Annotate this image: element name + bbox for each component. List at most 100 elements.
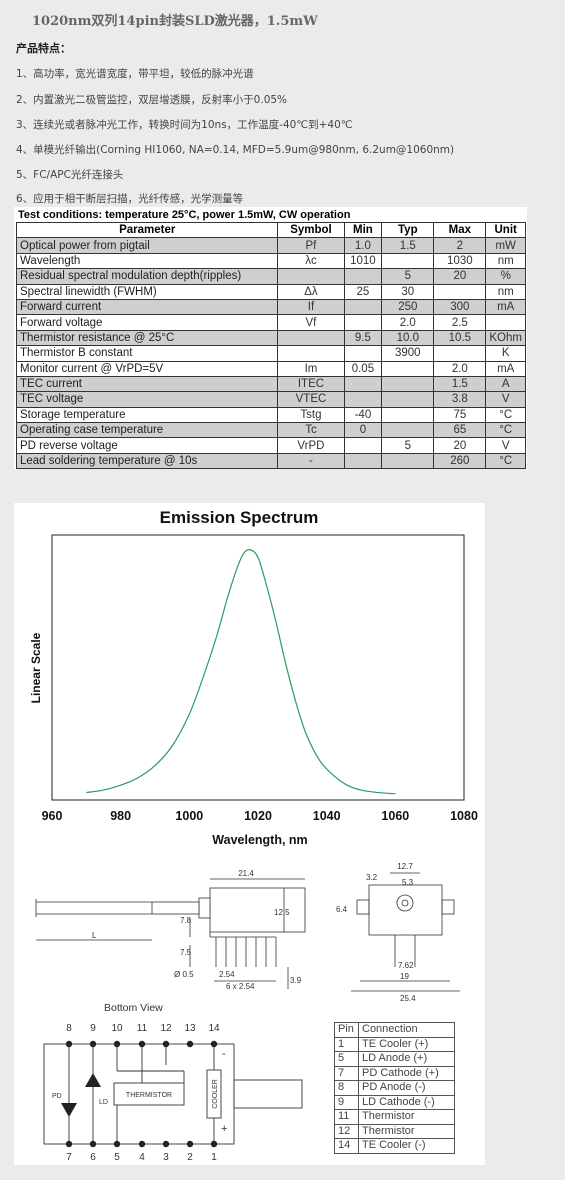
spec-cell-unit: mW [485,237,526,254]
x-tick-label: 1000 [175,809,203,823]
spec-cell-symbol: Im [277,360,345,377]
dim-12-7: 12.7 [397,862,413,871]
spec-table-panel: Test conditions: temperature 25°C, power… [14,207,527,470]
pin-dot [138,1140,146,1148]
spec-cell-min: 25 [343,283,383,300]
spec-cell-symbol [277,329,345,347]
pin-cell-pin: 11 [334,1109,359,1125]
spec-cell-max: 1030 [433,252,487,270]
spec-row: Thermistor resistance @ 25°C 9.5 10.0 10.5 K… [15,329,526,347]
dim-7-62: 7.62 [398,961,414,970]
pin-header: Pin [334,1022,359,1038]
spec-row: PD reverse voltage VrPD 5 20 V [15,437,526,454]
spec-cell-min [343,391,383,408]
spec-cell-min [343,345,383,362]
bottom-pin-label: 1 [211,1152,217,1163]
pin-dot [162,1140,170,1148]
spec-cell-symbol: VTEC [277,391,345,408]
pin-cell-pin: 1 [334,1036,359,1052]
spectrum-series-line [86,549,396,795]
spec-row: TEC voltage VTEC 3.8 V [15,391,526,408]
spec-cell-min: 1010 [343,252,383,270]
spec-row: Forward current If 250 300 mA [15,298,526,316]
spec-row: Thermistor B constant 3900 K [15,345,526,362]
spec-row: Storage temperature Tstg -40 75 °C [15,406,526,424]
top-pin-label: 9 [90,1023,96,1034]
spec-row: Operating case temperature Tc 0 65 °C [15,422,526,439]
spec-row: Optical power from pigtail Pf 1.0 1.5 2 mW [15,237,526,254]
pin-dot [65,1140,73,1148]
top-pin-label: 14 [208,1023,220,1034]
pin-cell-conn: PD Anode (-) [358,1080,455,1096]
pin-row: 7 PD Cathode (+) [334,1065,455,1081]
feature-item: 4、单模光纤输出(Corning HI1060, NA=0.14, MFD=5.… [16,144,455,156]
header-symbol: Symbol [277,221,345,239]
spec-cell-typ [381,452,435,470]
spec-cell-max: 2 [433,237,487,254]
spec-cell-symbol: If [277,298,345,316]
dim-pin-diameter: Ø 0.5 [174,970,194,979]
top-pin-label: 13 [184,1023,196,1034]
spec-cell-param: Storage temperature [15,406,279,424]
spec-cell-unit: °C [485,422,526,439]
spec-cell-param: Operating case temperature [15,422,279,439]
feature-item: 2、内置激光二极管监控，双层增透膜，反射率小于0.05% [16,94,288,106]
spec-cell-param: Thermistor resistance @ 25°C [15,329,279,347]
dim-6-4: 6.4 [336,905,348,914]
bottom-view-schematic [43,1043,303,1145]
pin-cell-conn: Thermistor [358,1109,455,1125]
pin-cell-pin: 5 [334,1051,359,1067]
pin-connection-table: Pin Connection 1 TE Cooler (+) 5 LD Anode (… [334,1022,455,1154]
pin-cell-pin: 8 [334,1080,359,1096]
package-drawing: 21.4 12.5 7.8 7.5 L Ø 0.5 2.54 6 x 2.54 … [35,862,460,1163]
emission-spectrum-chart: Emission Spectrum Linear Scale Wavelengt… [29,508,478,847]
spec-cell-unit: nm [485,252,526,270]
dim-19: 19 [400,972,409,981]
spec-cell-symbol: Tstg [277,406,345,424]
spec-cell-typ [381,360,435,377]
spec-cell-max: 260 [433,452,487,470]
header-unit: Unit [485,221,526,239]
spec-cell-min: 1.0 [343,237,383,254]
dim-6x2-54: 6 x 2.54 [226,982,255,991]
pin-cell-conn: LD Anode (+) [358,1051,455,1067]
connection-header: Connection [358,1022,455,1038]
spec-cell-min [343,314,383,331]
plus-sign: + [221,1123,227,1135]
pin-row: 8 PD Anode (-) [334,1080,455,1096]
spec-row: Spectral linewidth (FWHM) Δλ 25 30 nm [15,283,526,300]
pin-dot [186,1040,194,1048]
pin-cell-conn: LD Cathode (-) [358,1094,455,1110]
header-typ: Typ [381,221,435,239]
pin-cell-conn: Thermistor [358,1123,455,1139]
pin-dot [138,1040,146,1048]
dim-7-5: 7.5 [180,948,192,957]
bottom-pin-label: 6 [90,1152,96,1163]
spec-cell-unit: KOhm [485,329,526,347]
spec-cell-min [343,452,383,470]
features-heading: 产品特点： [16,42,71,55]
spec-cell-symbol [277,345,345,362]
spec-cell-max: 10.5 [433,329,487,347]
bottom-pin-label: 2 [187,1152,193,1163]
header-max: Max [433,221,487,239]
feature-item: 3、连续光或者脉冲光工作，转换时间为10ns，工作温度-40℃到+40℃ [16,119,353,131]
spec-row: TEC current ITEC 1.5 A [15,375,526,393]
cooler-label: COOLER [212,1079,219,1109]
dim-3-9: 3.9 [290,976,302,985]
pin-dot [65,1040,73,1048]
spec-cell-typ: 30 [381,283,435,300]
spec-cell-symbol: VrPD [277,437,345,454]
spec-cell-min: 9.5 [343,329,383,347]
spec-cell-unit: °C [485,452,526,470]
dim-12-5: 12.5 [274,908,290,917]
spec-cell-typ: 5 [381,437,435,454]
page-title: 1020nm双列14pin封装SLD激光器，1.5mW [32,14,318,29]
end-view-drawing [351,872,460,992]
x-tick-label: 1040 [313,809,341,823]
dim-5-3: 5.3 [402,878,414,887]
spec-cell-param: Wavelength [15,252,279,270]
spec-cell-unit: mA [485,298,526,316]
top-pin-label: 12 [160,1023,172,1034]
x-tick-label: 960 [42,809,63,823]
